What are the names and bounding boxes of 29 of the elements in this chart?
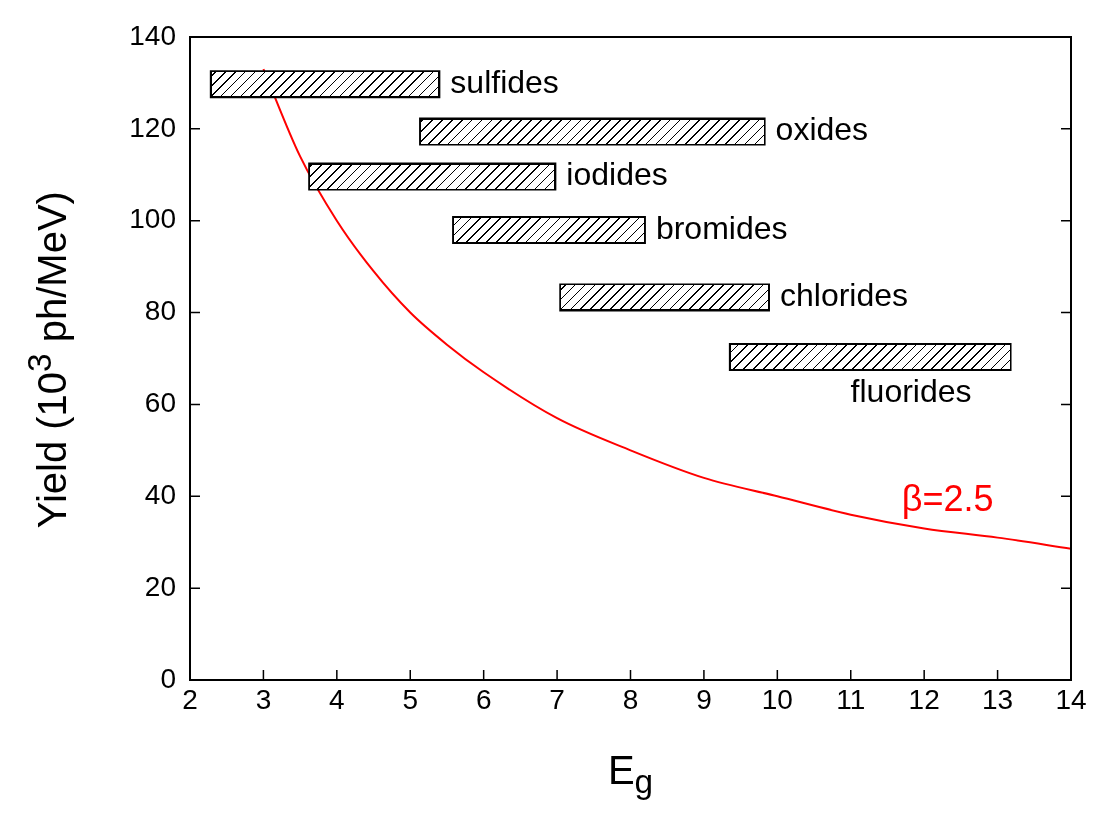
y-tick-label: 140 <box>129 19 176 51</box>
x-axis-title: E$_{g}$ <box>606 748 655 801</box>
x-tick-label: 12 <box>908 683 940 715</box>
x-tick-label: 7 <box>549 683 565 715</box>
y-tick-label: 100 <box>129 203 176 235</box>
x-tick-label: 4 <box>329 683 345 715</box>
y-tick-label: 0 <box>160 662 176 694</box>
annotation: iodides <box>566 156 668 193</box>
annotation: fluorides <box>850 372 972 409</box>
x-tick-label: 11 <box>836 683 866 715</box>
x-tick-label: 5 <box>402 683 419 715</box>
x-tick-label: 10 <box>761 683 793 715</box>
y-tick-label: 120 <box>129 111 176 143</box>
annotation: bromides <box>655 209 788 246</box>
annotation: oxides <box>775 111 869 148</box>
y-tick-label: 60 <box>144 387 176 419</box>
series-label: β=2.5 <box>901 478 994 520</box>
x-tick-label: 13 <box>982 683 1014 715</box>
x-tick-label: 14 <box>1055 683 1087 715</box>
annotation: chlorides <box>779 277 909 314</box>
x-tick-label: 3 <box>255 683 272 715</box>
annotation: sulfides <box>450 64 559 101</box>
x-tick-label: 2 <box>182 683 198 715</box>
x-tick-label: 9 <box>696 683 712 715</box>
y-tick-label: 40 <box>144 479 176 510</box>
x-tick-label: 8 <box>622 683 639 715</box>
x-tick-label: 6 <box>475 683 492 715</box>
y-tick-label: 80 <box>144 295 176 327</box>
y-tick-label: 20 <box>144 570 176 602</box>
